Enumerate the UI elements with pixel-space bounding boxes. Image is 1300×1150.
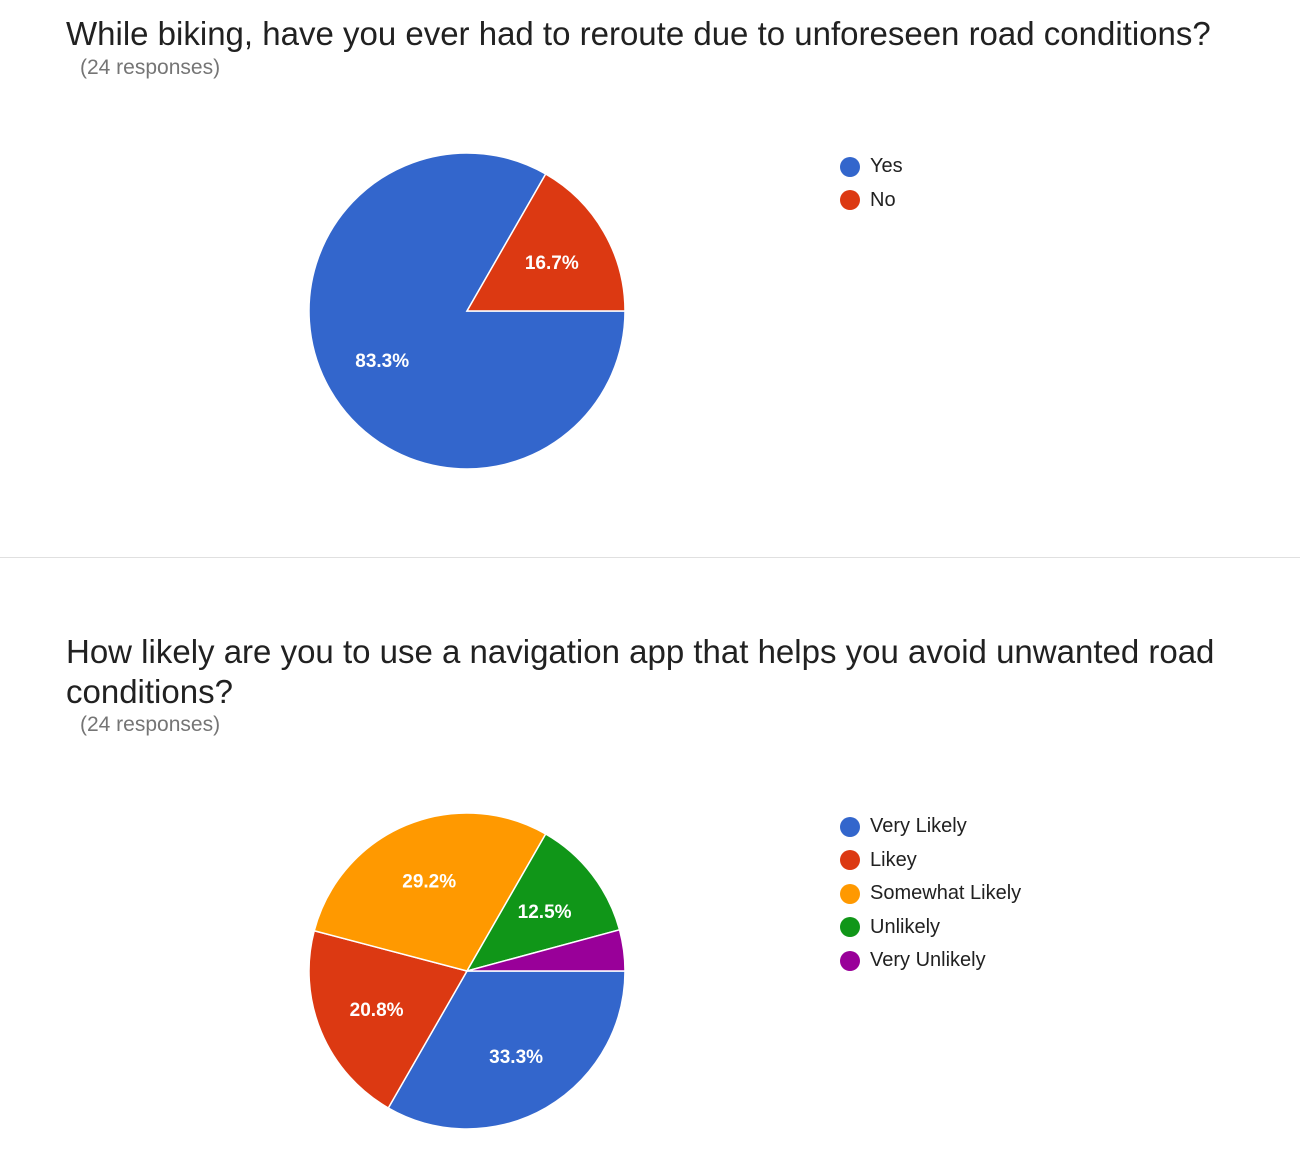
legend-swatch: [840, 850, 860, 871]
legend-item-somewhat-likely[interactable]: Somewhat Likely: [840, 877, 1021, 911]
slice-label-very-likely: 33.3%: [489, 1047, 543, 1068]
pie-slice-very-unlikely[interactable]: [466, 928, 626, 972]
pie-slice-yes[interactable]: [308, 152, 626, 470]
legend-label: Somewhat Likely: [870, 882, 1022, 905]
legend-swatch: [840, 816, 860, 837]
slice-label-yes: 83.3%: [355, 351, 409, 372]
slice-label-unlikely: 12.5%: [518, 902, 572, 923]
legend-item-likey[interactable]: Likey: [840, 844, 1021, 878]
slice-label-somewhat-likely: 29.2%: [402, 872, 456, 893]
pie-chart-navigation-app: 33.3% 20.8% 29.2% 12.5%: [308, 812, 626, 1130]
slice-label-no: 16.7%: [525, 253, 579, 274]
chart-panel-reroute: While biking, have you ever had to rerou…: [0, 0, 1300, 555]
pie-chart-reroute: 83.3% 16.7%: [308, 152, 626, 470]
legend-label: Yes: [870, 155, 903, 178]
legend-item-very-likely[interactable]: Very Likely: [840, 810, 1021, 844]
response-count: (24 responses): [80, 713, 221, 736]
legend-swatch: [840, 190, 860, 211]
legend-label: No: [870, 188, 896, 211]
legend-swatch: [840, 883, 860, 904]
legend-label: Likey: [870, 848, 917, 871]
legend-label: Unlikely: [870, 915, 941, 938]
legend-item-very-unlikely[interactable]: Very Unlikely: [840, 944, 1021, 978]
slice-label-likey: 20.8%: [350, 1000, 404, 1021]
question-title: While biking, have you ever had to rerou…: [66, 15, 1211, 52]
legend-item-unlikely[interactable]: Unlikely: [840, 911, 1021, 945]
pie-slice-somewhat-likely[interactable]: [313, 812, 547, 972]
pie-slice-unlikely[interactable]: [465, 832, 621, 973]
legend-swatch: [840, 156, 860, 177]
legend-item-yes[interactable]: Yes: [840, 150, 903, 184]
pie-slice-likey[interactable]: [308, 929, 469, 1110]
pie-slice-very-likely[interactable]: [387, 970, 626, 1130]
legend-item-no[interactable]: No: [840, 184, 903, 218]
chart-panel-navigation-app: How likely are you to use a navigation a…: [0, 560, 1300, 1150]
legend-swatch: [840, 950, 860, 971]
response-count: (24 responses): [80, 56, 221, 79]
legend-label: Very Unlikely: [870, 949, 986, 972]
section-divider: [0, 557, 1300, 558]
chart-legend: Yes No: [840, 150, 903, 217]
legend-swatch: [840, 917, 860, 938]
legend-label: Very Likely: [870, 815, 967, 838]
question-title: How likely are you to use a navigation a…: [66, 633, 1215, 710]
pie-slice-no[interactable]: [465, 172, 626, 312]
chart-legend: Very Likely Likey Somewhat Likely Unlikely V…: [840, 810, 1021, 978]
